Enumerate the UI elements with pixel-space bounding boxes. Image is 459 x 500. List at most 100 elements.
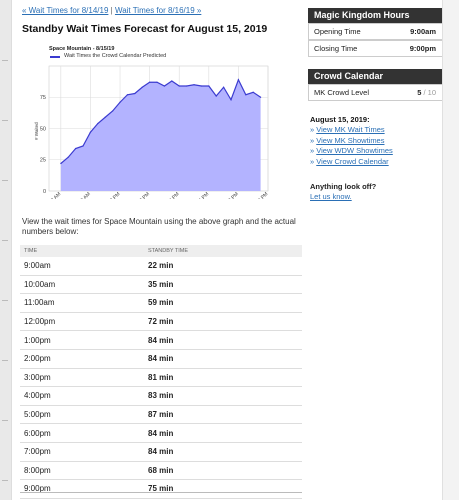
standby-time-cell: 72 min xyxy=(144,312,304,332)
standby-time-cell: 75 min xyxy=(144,479,304,499)
table-row: 6:00pm 84 min xyxy=(20,423,304,443)
chart-point xyxy=(215,95,217,97)
time-cell: 12:00pm xyxy=(20,312,144,332)
table-row: 11:00am 59 min xyxy=(20,293,304,313)
standby-time-cell: 22 min xyxy=(144,257,304,276)
x-tick-label: 12 PM xyxy=(107,191,121,199)
time-cell: 7:00pm xyxy=(20,442,144,462)
chart-point xyxy=(237,79,240,81)
crowd-calendar-link[interactable]: View Crowd Calendar xyxy=(316,156,389,166)
chart-legend-label: Wait Times the Crowd Calendar Predicted xyxy=(64,53,167,59)
x-tick-label: 6 PM xyxy=(198,191,210,199)
time-cell: 8:00pm xyxy=(20,461,144,481)
table-row: 9:00am 22 min xyxy=(20,257,304,276)
standby-time-cell: 84 min xyxy=(144,349,304,369)
opening-time-value: 9:00am xyxy=(410,27,436,36)
chart-point xyxy=(186,85,188,87)
next-day-link[interactable]: Wait Times for 8/16/19 » xyxy=(114,6,202,15)
crowd-level-label: MK Crowd Level xyxy=(314,88,370,97)
chart-point xyxy=(67,156,69,158)
crowd-level-number: 5 xyxy=(417,88,422,97)
chart-point xyxy=(75,147,77,150)
chart-point xyxy=(193,84,195,86)
chart-point xyxy=(60,162,62,165)
right-gutter xyxy=(442,0,459,500)
table-row: 12:00pm 72 min xyxy=(20,312,304,332)
chart-point xyxy=(178,85,180,87)
chart-point xyxy=(252,91,254,93)
time-cell: 9:00am xyxy=(20,257,144,276)
mk-wait-times-link[interactable]: View MK Wait Times xyxy=(316,125,385,134)
chart-point xyxy=(200,85,203,87)
time-cell: 9:00pm xyxy=(20,479,144,499)
standby-time-cell: 35 min xyxy=(144,275,304,295)
closing-time-value: 9:00pm xyxy=(409,44,436,53)
table-row: 2:00pm 84 min xyxy=(20,349,304,369)
chart-description: View the wait times for Space Mountain u… xyxy=(22,217,296,236)
chart-point xyxy=(171,80,173,82)
y-tick-label: 0 xyxy=(43,189,46,195)
x-tick-label: 8 PM xyxy=(227,191,239,199)
chart-point xyxy=(89,131,92,133)
table-row: 9:00pm 75 min xyxy=(20,479,304,499)
link-prefix: » xyxy=(310,156,317,166)
link-prefix: » xyxy=(310,135,317,145)
mk-showtimes-link[interactable]: View MK Showtimes xyxy=(316,135,385,145)
closing-time-row: Closing Time 9:00pm xyxy=(308,40,443,57)
prev-day-link[interactable]: « Wait Times for 8/14/19 xyxy=(22,6,109,15)
chart-legend-title: Space Mountain - 8/15/19 xyxy=(49,46,115,52)
closing-time-label: Closing Time xyxy=(314,44,358,53)
standby-time-cell: 68 min xyxy=(144,461,304,481)
chart-point xyxy=(82,145,84,147)
crowd-level-value: 5 / 10 xyxy=(417,85,436,101)
feedback-link[interactable]: Let us know. xyxy=(310,192,352,201)
link-prefix: » xyxy=(310,146,317,155)
time-column-header: TIME xyxy=(20,245,144,257)
opening-time-label: Opening Time xyxy=(314,27,361,36)
chart-point xyxy=(134,92,136,95)
chart-point xyxy=(149,81,151,83)
time-cell: 4:00pm xyxy=(20,386,144,406)
chart-series-line xyxy=(60,78,261,164)
crowd-level-max: / 10 xyxy=(421,88,436,97)
legend-swatch xyxy=(50,56,60,58)
time-cell: 1:00pm xyxy=(20,330,144,350)
standby-time-cell: 81 min xyxy=(144,368,304,388)
sidebar-links: » View MK Wait Times » View MK Showtimes… xyxy=(310,125,393,167)
chart-point xyxy=(156,81,158,83)
table-row: 5:00pm 87 min xyxy=(20,405,304,425)
chart-y-axis-label: # Waited xyxy=(34,122,39,140)
chart-point xyxy=(119,101,121,103)
standby-time-cell: 59 min xyxy=(144,293,304,313)
left-gutter xyxy=(0,0,12,500)
time-cell: 11:00am xyxy=(20,293,144,313)
time-cell: 3:00pm xyxy=(20,368,144,388)
main-content: « Wait Times for 8/14/19 | Wait Times fo… xyxy=(12,0,304,500)
wdw-showtimes-link[interactable]: View WDW Showtimes xyxy=(316,146,393,155)
date-navigation: « Wait Times for 8/14/19 | Wait Times fo… xyxy=(22,6,201,15)
chart-point xyxy=(126,94,129,96)
x-tick-label: 8 AM xyxy=(50,191,62,199)
page-title: Standby Wait Times Forecast for August 1… xyxy=(22,23,268,35)
chart-area-fill xyxy=(60,79,261,191)
chart-point xyxy=(245,94,247,96)
x-tick-label: 4 PM xyxy=(168,191,180,199)
wait-times-chart: Space Mountain - 8/15/19 Wait Times the … xyxy=(34,42,272,199)
x-tick-label: 10 AM xyxy=(78,191,92,199)
opening-time-row: Opening Time 9:00am xyxy=(308,23,443,40)
wait-times-table: TIME STANDBY TIME 9:00am 22 min 10:00am 35 … xyxy=(20,245,304,499)
standby-time-cell: 84 min xyxy=(144,423,304,443)
standby-time-cell: 84 min xyxy=(144,330,304,350)
chart-point xyxy=(141,86,143,88)
standby-column-header: STANDBY TIME xyxy=(144,245,304,257)
table-row: 4:00pm 83 min xyxy=(20,386,304,406)
standby-time-cell: 87 min xyxy=(144,405,304,425)
standby-time-cell: 83 min xyxy=(144,386,304,406)
table-bottom-rule xyxy=(20,492,304,493)
chart-point xyxy=(223,86,225,88)
chart-point xyxy=(97,122,99,125)
crowd-level-row: MK Crowd Level 5 / 10 xyxy=(308,84,443,101)
standby-time-cell: 84 min xyxy=(144,442,304,462)
x-tick-label: 2 PM xyxy=(139,191,151,199)
sidebar: Magic Kingdom Hours Opening Time 9:00am … xyxy=(302,0,443,500)
